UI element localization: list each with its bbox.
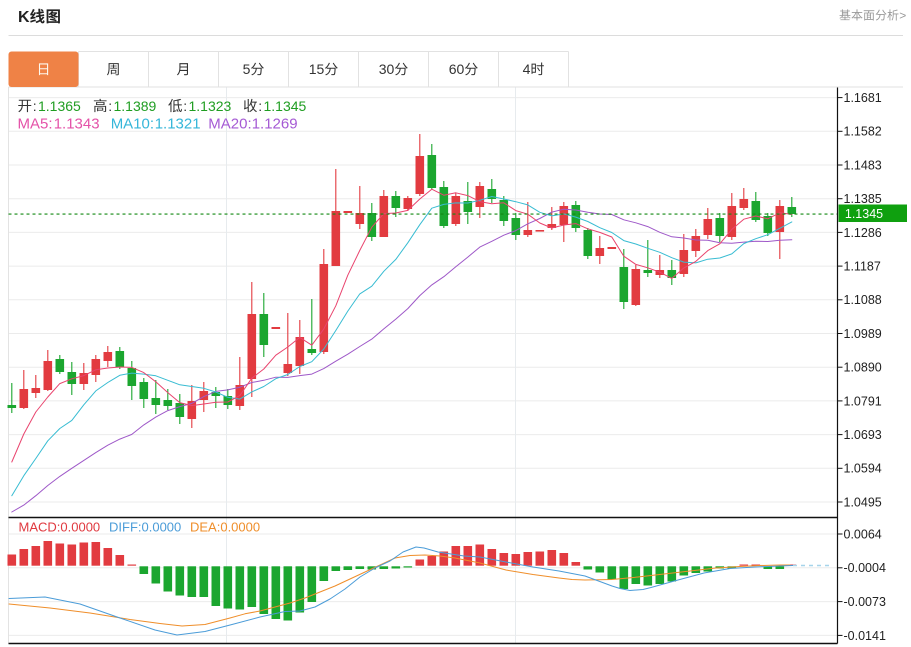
svg-text:1.1345: 1.1345 [845,207,883,221]
svg-text:1.1582: 1.1582 [844,125,882,139]
svg-text:5: 5 [243,61,251,77]
svg-text:1.1343: 1.1343 [54,116,100,133]
svg-text:4: 4 [523,61,531,77]
svg-text:1.0693: 1.0693 [844,428,882,442]
svg-text:MA5:: MA5: [18,116,53,133]
svg-text:-0.0073: -0.0073 [844,595,886,609]
svg-text:1.0890: 1.0890 [844,361,882,375]
svg-text:6: 6 [449,61,457,77]
svg-text:1.0989: 1.0989 [844,327,882,341]
svg-text:1.1385: 1.1385 [844,192,882,206]
svg-text:MA20:: MA20: [208,116,251,133]
svg-text:1.1286: 1.1286 [844,226,882,240]
svg-text:1.1321: 1.1321 [155,116,201,133]
svg-text:1.1187: 1.1187 [844,260,881,274]
svg-text::: : [258,98,262,114]
svg-text::: : [33,98,37,114]
svg-text:5: 5 [317,61,325,77]
svg-text:MACD:0.0000: MACD:0.0000 [19,520,101,535]
svg-text:1.0594: 1.0594 [844,462,882,476]
svg-text:1.1269: 1.1269 [252,116,298,133]
svg-text:0.0064: 0.0064 [844,527,882,541]
svg-text:-0.0004: -0.0004 [844,561,886,575]
svg-text:1.1681: 1.1681 [844,91,882,105]
svg-text:DEA:0.0000: DEA:0.0000 [190,520,260,535]
svg-text:1.1088: 1.1088 [844,293,882,307]
svg-text:DIFF:0.0000: DIFF:0.0000 [109,520,181,535]
svg-text:3: 3 [379,61,387,77]
svg-text:1.1323: 1.1323 [189,98,232,114]
svg-text:1.1365: 1.1365 [38,98,81,114]
svg-text::: : [108,98,112,114]
svg-text:1.0495: 1.0495 [844,495,882,509]
svg-text:-0.0141: -0.0141 [844,629,886,643]
svg-text:1.1345: 1.1345 [264,98,307,114]
svg-text:1.1483: 1.1483 [844,158,882,172]
svg-text::: : [183,98,187,114]
svg-text:0: 0 [387,61,395,77]
svg-text:>: > [899,9,906,23]
svg-text:1: 1 [309,61,317,77]
svg-text:K: K [18,9,30,26]
svg-text:MA10:: MA10: [111,116,154,133]
svg-text:1.0791: 1.0791 [844,394,882,408]
svg-text:1.1389: 1.1389 [114,98,157,114]
svg-text:0: 0 [457,61,465,77]
